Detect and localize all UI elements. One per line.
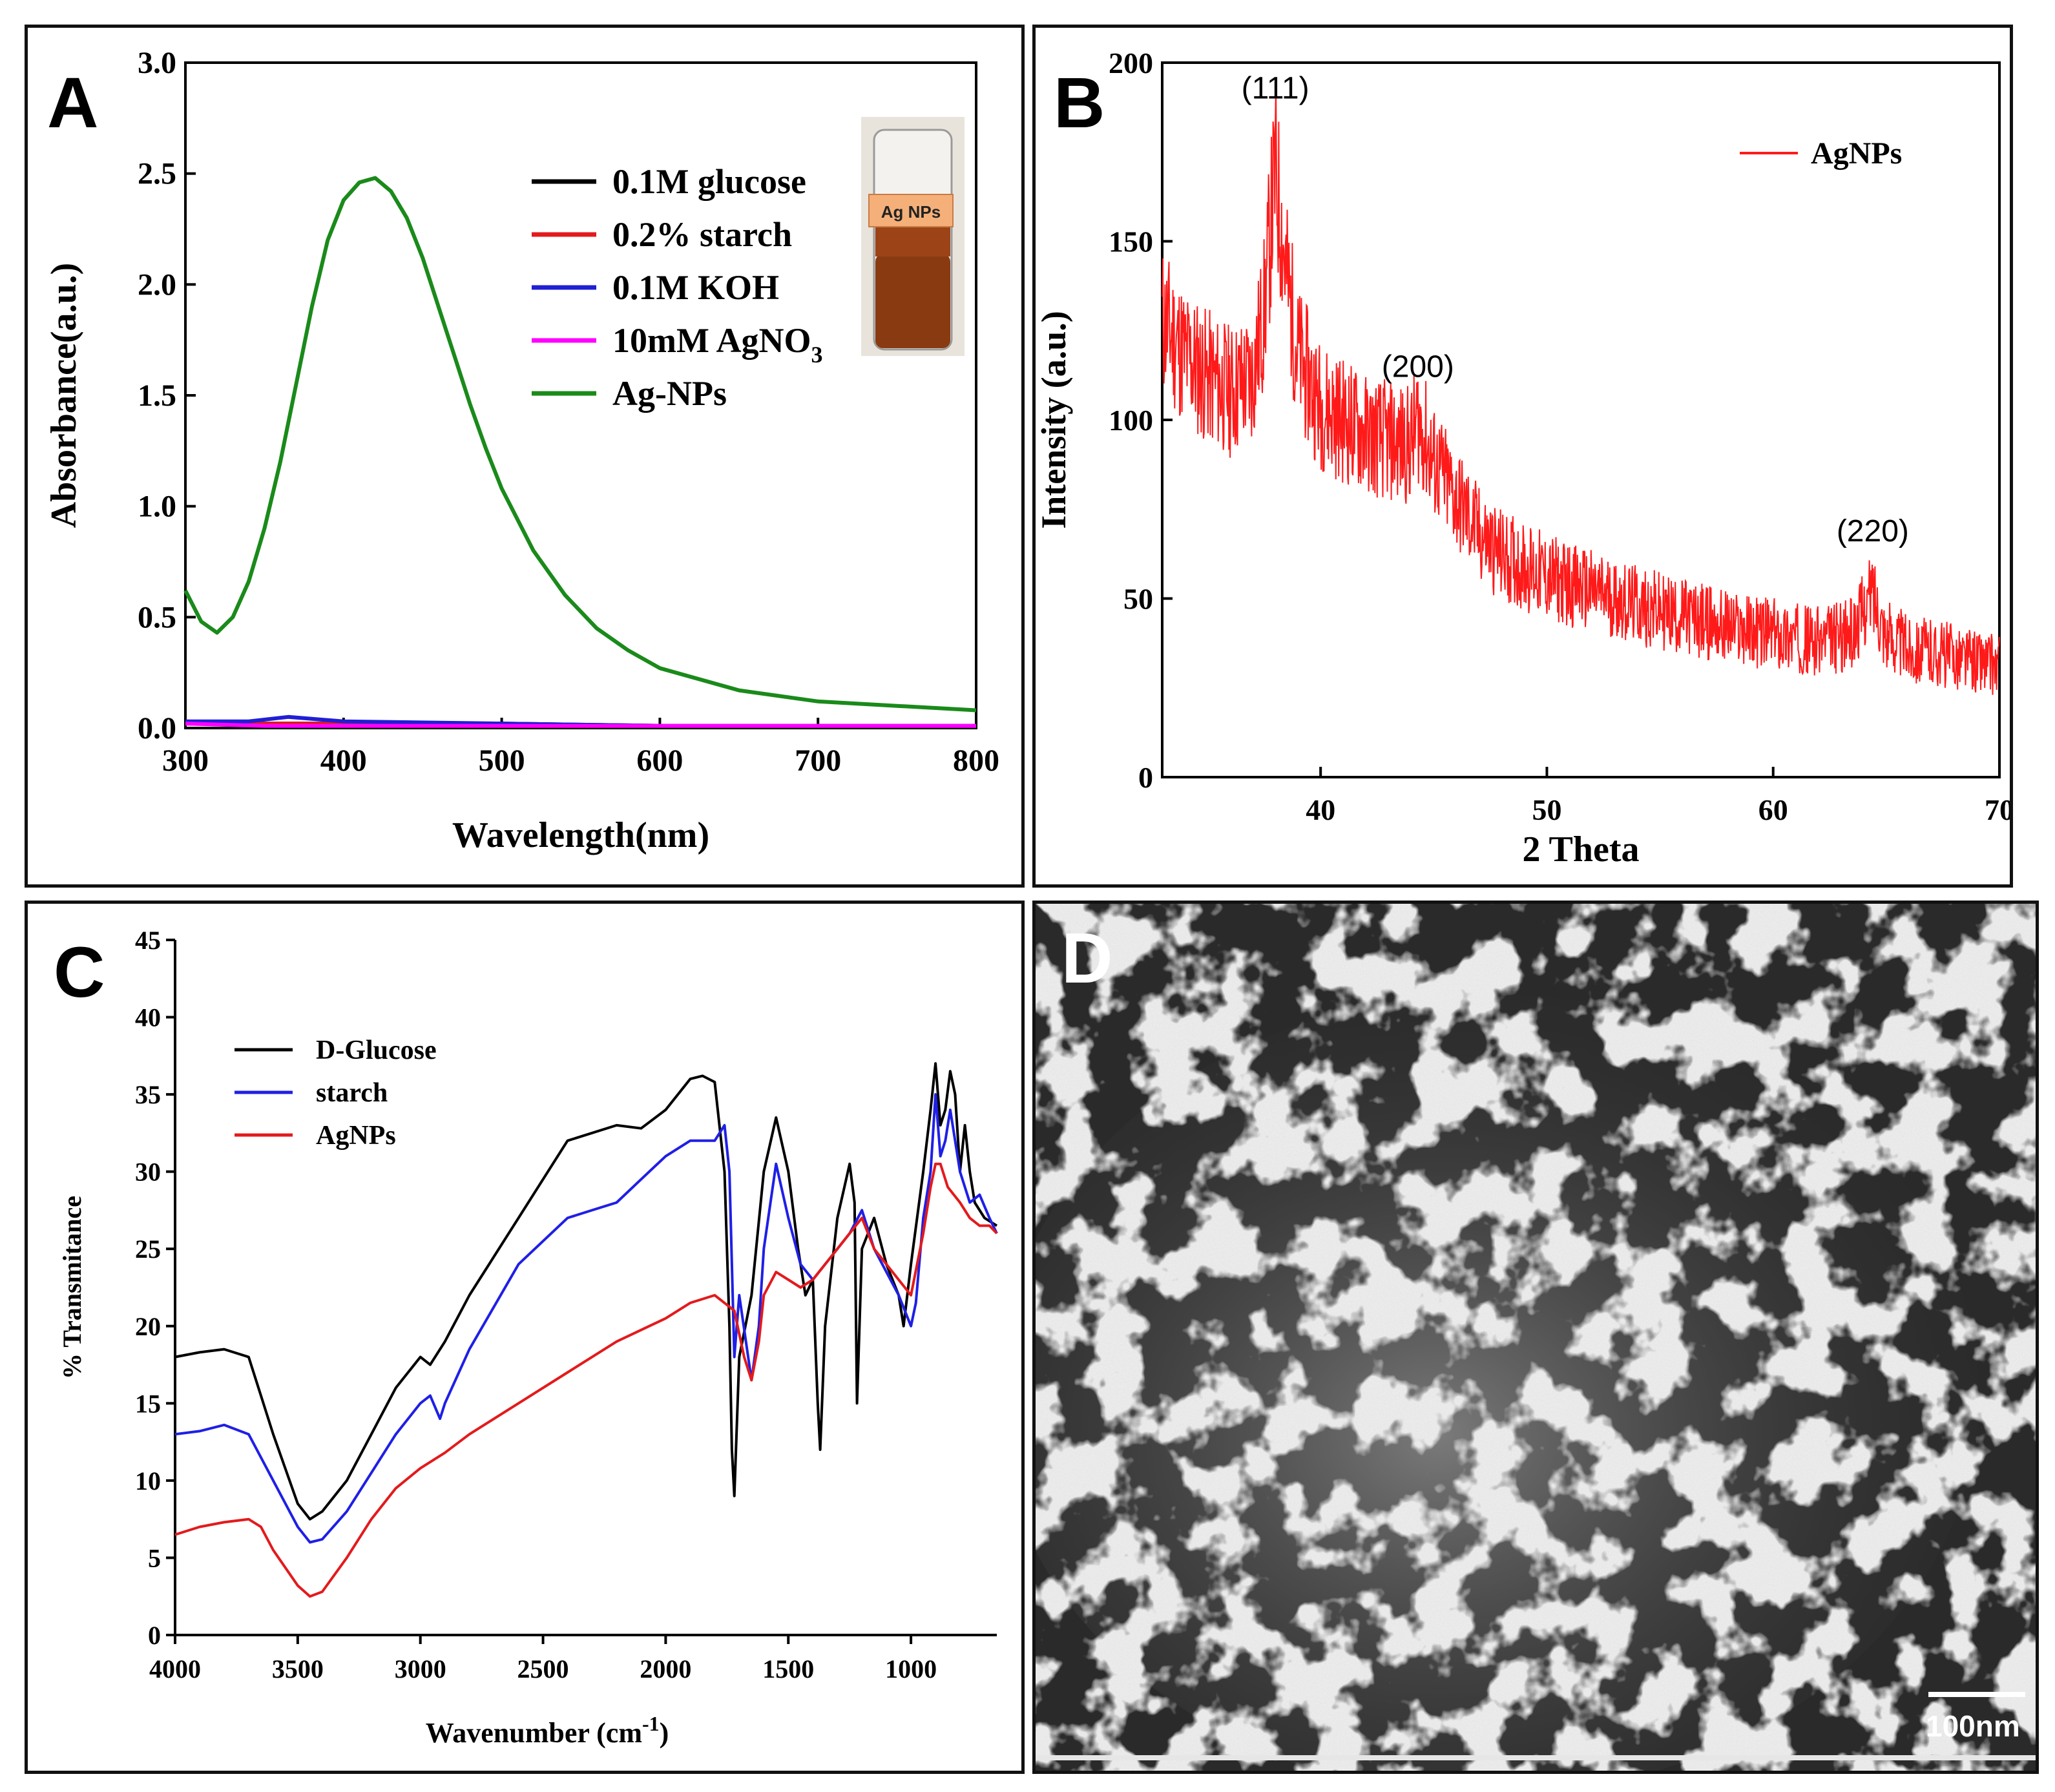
legend-label: starch [316,1078,388,1108]
x-tick-label: 700 [795,744,841,778]
y-axis-label: % Transmitance [57,1196,87,1379]
peak-annotation: (111) [1242,71,1309,105]
x-axis-label-end: ) [660,1717,669,1749]
x-tick-label: 500 [479,744,525,778]
y-tick-label: 50 [1123,583,1153,616]
panel-letter-a: A [47,63,99,143]
uv-vis-chart: 300 400 500 600 700 800 0.0 0.5 1.0 1.5 2.0 2.5 3.0 W… [44,46,999,855]
y-tick-label: 0.5 [138,600,176,634]
vial-label-sticker [868,194,954,227]
y-tick-label: 20 [135,1312,161,1341]
series-line-Ag-NPs [183,176,977,713]
x-tick-label: 4000 [149,1654,201,1683]
legend-label: AgNPs [1811,136,1902,171]
x-tick-label: 2000 [640,1654,691,1683]
x-tick-label: 600 [636,744,683,778]
y-tick-label: 0 [1138,761,1153,794]
y-tick-label: 45 [135,926,161,955]
legend-label: D-Glucose [316,1036,437,1065]
legend-subscript: 3 [811,342,822,368]
series-line-10mM AgNO [185,722,976,728]
y-tick-label: 0.0 [138,711,176,745]
y-tick-label: 10 [135,1466,161,1495]
x-tick-label: 1500 [762,1654,814,1683]
legend-label: AgNPs [316,1121,396,1151]
sem-image [1036,904,2036,1771]
y-tick-label: 40 [135,1003,161,1032]
y-tick-label: 30 [135,1158,161,1187]
x-tick-label: 3000 [395,1654,446,1683]
x-axis-label: 2 Theta [1523,829,1640,870]
x-tick-label: 400 [320,744,367,778]
y-tick-label: 2.5 [138,157,176,191]
sem-info-strip [1036,1755,2036,1760]
panel-c-ftir: 4000 3500 3000 2500 2000 1500 1000 0 5 10 15 20 25 30… [25,901,1025,1774]
series-line-AgNPs [1162,86,2000,695]
ftir-chart: 4000 3500 3000 2500 2000 1500 1000 0 5 10 15 20 25 30… [57,926,998,1749]
panel-letter-d: D [1061,919,1113,998]
y-tick-label: 1.5 [138,379,176,413]
x-tick-label: 2500 [517,1654,569,1683]
panel-letter-b: B [1054,63,1105,143]
y-tick-label: 3.0 [138,46,176,80]
x-tick-label: 800 [953,744,999,778]
vial-label-text: Ag NPs [881,202,941,222]
y-tick-label: 2.0 [138,267,176,302]
xrd-chart: 40 50 60 70 0 50 100 150 200 2 Theta Intensity (a.… [1036,47,2010,870]
scale-bar-label: 100nm [1926,1709,2020,1743]
x-axis-label-superscript: -1 [642,1712,660,1735]
x-tick-label: 50 [1532,793,1561,826]
y-axis-label: Absorbance(a.u.) [44,263,84,528]
peak-annotation: (220) [1837,514,1909,548]
panel-letter-c: C [54,933,105,1012]
peak-annotation: (200) [1382,350,1454,384]
x-tick-label: 60 [1758,793,1788,826]
y-axis-label: Intensity (a.u.) [1036,311,1073,529]
series-line-AgNPs [174,1162,998,1598]
legend-label: 0.1M glucose [612,162,806,201]
legend-label: 0.2% starch [612,215,792,254]
panel-a-uv-vis: 300 400 500 600 700 800 0.0 0.5 1.0 1.5 2.0 2.5 3.0 W… [25,25,1025,888]
y-tick-label: 25 [135,1235,161,1264]
vial-liquid [875,254,950,348]
legend-label: 10mM AgNO3 [612,321,822,368]
y-tick-label: 5 [148,1543,161,1572]
panel-b-xrd: 40 50 60 70 0 50 100 150 200 2 Theta Intensity (a.… [1032,25,2013,888]
series-line-D-Glucose [174,1062,998,1521]
legend-label: 0.1M KOH [612,268,779,307]
y-tick-label: 15 [135,1389,161,1418]
x-tick-label: 70 [1985,793,2010,826]
y-tick-label: 200 [1109,47,1153,79]
y-tick-label: 0 [148,1621,161,1650]
x-axis-label: Wavelength(nm) [452,815,709,855]
scale-bar [1928,1692,2025,1697]
panel-d-sem: D 100nm [1032,901,2039,1774]
inset-photo-vial: Ag NPs [861,117,965,356]
series-line-starch [174,1093,998,1544]
x-tick-label: 40 [1306,793,1335,826]
x-axis-label: Wavenumber (cm-1) [426,1712,669,1749]
y-tick-label: 100 [1109,404,1153,437]
y-tick-label: 35 [135,1080,161,1109]
legend-label: Ag-NPs [612,374,727,413]
x-tick-label: 300 [162,744,209,778]
y-tick-label: 1.0 [138,490,176,524]
x-tick-label: 3500 [272,1654,324,1683]
x-tick-label: 1000 [885,1654,937,1683]
y-tick-label: 150 [1109,225,1153,258]
